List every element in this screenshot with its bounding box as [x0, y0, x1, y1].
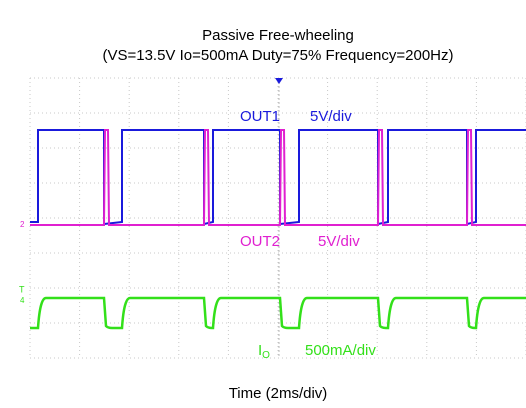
ch2-trace — [30, 129, 526, 226]
ch2-scale: 5V/div — [318, 233, 360, 250]
ch3-name: IO — [258, 342, 270, 361]
ch2-marker: 2 — [20, 220, 25, 229]
waveforms — [30, 129, 526, 330]
trigger-marker — [275, 78, 283, 84]
trigger-level-marker: T — [19, 284, 25, 294]
ch3-scale: 500mA/div — [305, 342, 376, 359]
ch3-trace — [30, 296, 526, 330]
ch1-name: OUT1 — [240, 108, 280, 125]
ch2-name: OUT2 — [240, 233, 280, 250]
ch3-name-sub: O — [262, 350, 270, 361]
ch4-marker: 4 — [20, 296, 25, 305]
ch3-name-main: I — [258, 342, 262, 359]
x-axis-label: Time (2ms/div) — [229, 385, 328, 402]
title: Passive Free-wheeling — [202, 27, 354, 44]
ch1-scale: 5V/div — [310, 108, 352, 125]
subtitle: (VS=13.5V Io=500mA Duty=75% Frequency=20… — [102, 47, 453, 64]
